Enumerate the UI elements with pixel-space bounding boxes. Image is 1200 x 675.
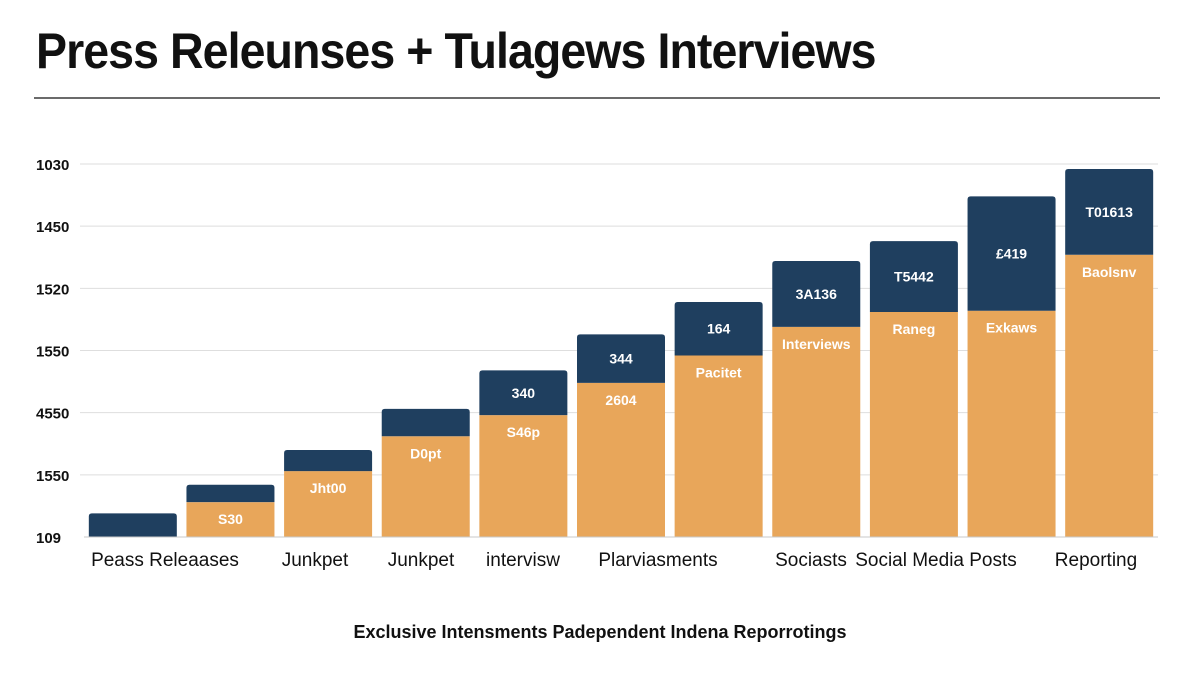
- y-tick-label: 1450: [36, 219, 69, 236]
- bar-top-label: 3A136: [796, 286, 837, 302]
- bar-bottom-segment: [577, 382, 665, 537]
- bar-bottom-label: Exkaws: [986, 320, 1038, 336]
- bar-top-segment: [1065, 168, 1154, 255]
- bar-top-label: £419: [996, 246, 1027, 262]
- bar-bottom-label: 2604: [605, 392, 636, 408]
- bar-top-segment: [88, 513, 177, 537]
- bar-bottom-segment: [186, 502, 275, 537]
- bar-bottom-segment: [1065, 254, 1154, 537]
- bar-bottom-segment: [967, 310, 1056, 537]
- bar-top-segment: [869, 241, 958, 312]
- bar-top-segment: [577, 334, 665, 383]
- x-tick-label: Plarviasments: [598, 550, 717, 571]
- bar-bottom-label: Interviews: [782, 336, 851, 352]
- bar-top-label: 340: [512, 385, 536, 401]
- bar-top-segment: [674, 302, 763, 356]
- y-tick-label: 4550: [36, 406, 69, 423]
- bar-bottom-segment: [284, 471, 373, 537]
- bar-top-label: 164: [707, 321, 731, 337]
- y-tick-label: 1550: [36, 344, 69, 361]
- bar-bottom-label: S30: [218, 511, 243, 527]
- bar-bottom-label: Pacitet: [696, 364, 742, 380]
- bar-bottom-segment: [381, 436, 470, 537]
- bar-bottom-segment: [772, 326, 861, 537]
- bar-bottom-segment: [674, 355, 763, 537]
- y-tick-label: 1030: [36, 157, 69, 174]
- x-tick-label: Peass Releaases: [91, 550, 239, 571]
- bar-top-segment: [186, 484, 275, 503]
- chart-title: Press Releunses + Tulagews Interviews: [36, 23, 877, 79]
- title-divider: [34, 97, 1160, 99]
- bar-top-segment: [967, 196, 1056, 311]
- bar-top-label: T5442: [894, 269, 934, 285]
- bar-bottom-label: Baolsnv: [1082, 264, 1137, 280]
- bar-bottom-segment: [869, 311, 958, 537]
- y-tick-label: 1550: [36, 468, 69, 485]
- y-tick-label: 109: [36, 530, 61, 547]
- bar-top-segment: [479, 370, 568, 416]
- bar-bottom-label: S46p: [507, 424, 540, 440]
- x-tick-label: Junkpet: [388, 550, 455, 571]
- y-tick-label: 1520: [36, 281, 69, 298]
- x-tick-label: intervisw: [486, 550, 560, 571]
- x-tick-label: Reporting: [1055, 550, 1137, 571]
- bar-top-segment: [772, 260, 861, 327]
- bar-bottom-label: Jht00: [310, 480, 347, 496]
- stacked-bar-chart: 109 1550 4550 1550 1520 1450 1030 S30 Jht00 D0pt 3…: [36, 157, 1158, 571]
- bar-top-label: 344: [609, 351, 633, 367]
- x-tick-label: Sociasts: [775, 550, 847, 571]
- x-tick-label: Social Media Posts: [855, 550, 1017, 571]
- bar-top-segment: [284, 449, 373, 472]
- x-axis-title: Exclusive Intensments Padependent Indena…: [353, 622, 847, 642]
- bar-bottom-segment: [479, 415, 568, 537]
- bar-top-segment: [381, 408, 470, 437]
- bar-top-label: T01613: [1085, 204, 1133, 220]
- bar-bottom-label: Raneg: [893, 321, 936, 337]
- bar-bottom-label: D0pt: [410, 445, 441, 461]
- x-tick-label: Junkpet: [282, 550, 349, 571]
